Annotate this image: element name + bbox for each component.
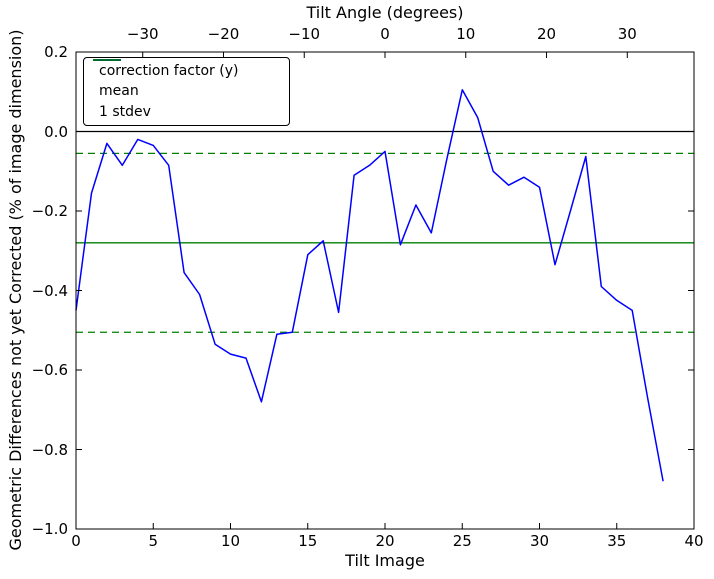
top-tick-label: −20 (207, 25, 240, 43)
legend-entry-stdev: 1 stdev (84, 59, 289, 122)
y-tick-label: −0.6 (31, 361, 68, 379)
x-tick-label: 25 (452, 532, 472, 550)
x-tick-label: 40 (684, 532, 704, 550)
legend-entry-mean: mean (84, 59, 289, 101)
x-tick-label: 35 (607, 532, 627, 550)
y-tick-label: 0.0 (44, 122, 68, 141)
y-tick-label: 0.2 (44, 43, 68, 61)
correction-factor-line (75, 89, 664, 482)
legend-line-sample-green-dashed (93, 59, 121, 61)
top-tick-label: −10 (288, 25, 321, 43)
legend-entry-correction-factor: correction factor (y) (84, 59, 289, 81)
x-tick-label: 20 (375, 532, 395, 550)
x-tick-label: 15 (298, 532, 318, 550)
bottom-axis-title: Tilt Image (345, 551, 425, 570)
y-tick-label: −0.2 (31, 202, 68, 220)
x-tick-label: 5 (148, 532, 159, 550)
y-tick-label: −0.4 (31, 281, 68, 300)
top-tick-label: −30 (126, 25, 159, 43)
y-tick-label: −0.8 (31, 440, 68, 459)
legend-label: correction factor (y) (99, 63, 239, 80)
top-tick-label: 30 (617, 25, 637, 43)
top-tick-label: 20 (536, 25, 557, 43)
top-axis-title: Tilt Angle (degrees) (306, 3, 464, 22)
x-tick-label: 0 (71, 532, 81, 550)
legend: correction factor (y) mean 1 stdev (83, 57, 290, 126)
top-tick-label: 10 (456, 25, 476, 43)
plot-frame (75, 51, 695, 530)
y-tick-label: −1.0 (31, 520, 68, 538)
x-tick-label: 10 (220, 532, 241, 550)
legend-label: 1 stdev (99, 103, 151, 120)
x-tick-label: 30 (529, 532, 550, 550)
legend-label: mean (99, 83, 139, 100)
top-tick-label: 0 (380, 25, 390, 43)
